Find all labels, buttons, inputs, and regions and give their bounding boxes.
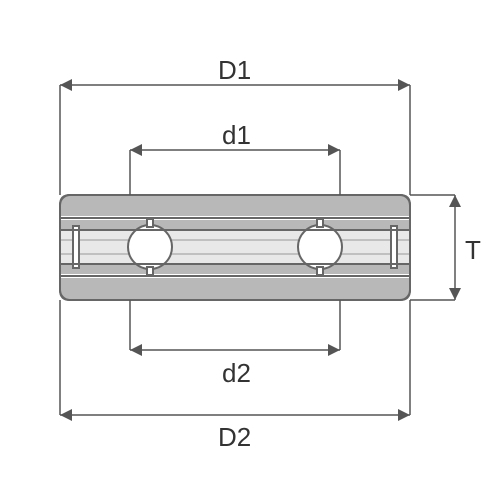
right-slot <box>391 226 397 268</box>
label-D2: D2 <box>218 422 251 453</box>
ball-right-notch-bot <box>317 267 323 275</box>
ball-left <box>128 225 172 269</box>
label-D1: D1 <box>218 55 251 86</box>
bearing-dimension-diagram: D1 d1 d2 D2 T <box>0 0 500 500</box>
bearing-section <box>60 195 410 300</box>
left-slot <box>73 226 79 268</box>
label-d1: d1 <box>222 120 251 151</box>
cage-band <box>60 230 410 264</box>
ball-right-notch-top <box>317 219 323 227</box>
ball-left-notch-top <box>147 219 153 227</box>
label-T: T <box>465 235 481 266</box>
label-d2: d2 <box>222 358 251 389</box>
bottom-race <box>60 276 410 300</box>
ball-left-notch-bot <box>147 267 153 275</box>
top-race <box>60 195 410 218</box>
ball-right <box>298 225 342 269</box>
